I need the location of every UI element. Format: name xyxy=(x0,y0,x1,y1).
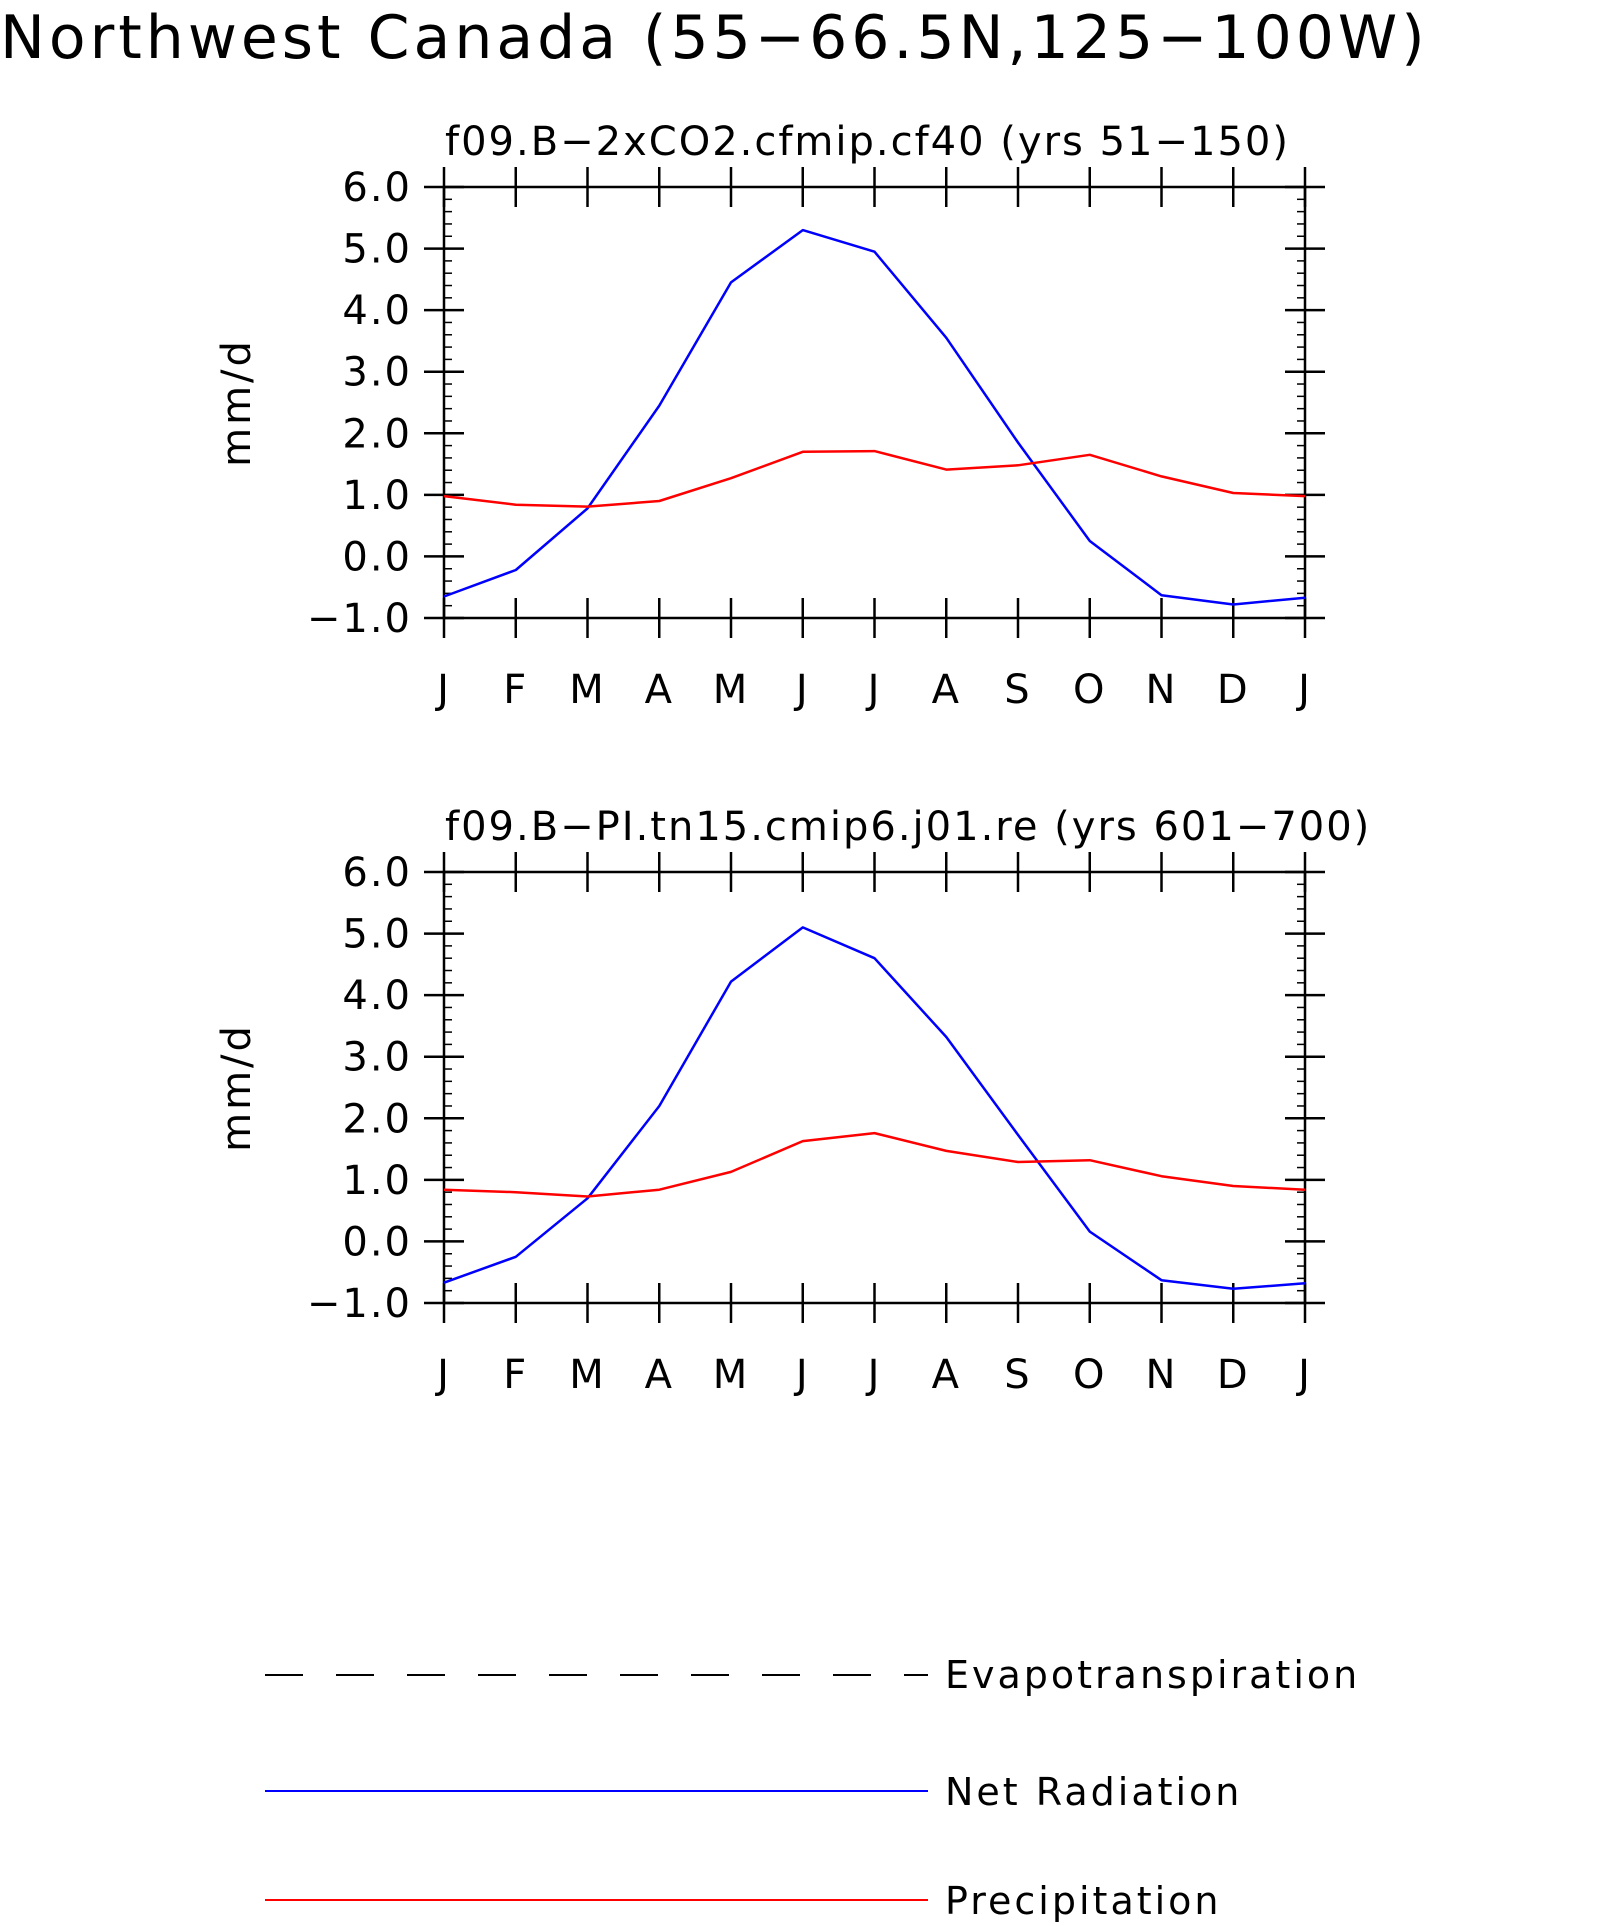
x-tick-label: M xyxy=(713,667,750,713)
panel-top: f09.B−2xCO2.cfmip.cf40 (yrs 51−150) −1.0… xyxy=(214,119,1325,713)
x-tick-label: S xyxy=(1004,1352,1031,1398)
x-tick-label: J xyxy=(865,1352,882,1398)
y-tick-label: 3.0 xyxy=(342,350,412,396)
y-tick-label: −1.0 xyxy=(307,596,412,642)
x-tick-label: J xyxy=(434,1352,451,1398)
panel-bottom: f09.B−PI.tn15.cmip6.j01.re (yrs 601−700)… xyxy=(214,804,1371,1398)
x-tick-label: M xyxy=(569,1352,606,1398)
y-tick-label: 1.0 xyxy=(342,1158,412,1204)
x-tick-label: D xyxy=(1217,1352,1250,1398)
series-line-precipitation xyxy=(443,1131,1306,1198)
x-tick-label: S xyxy=(1004,667,1031,713)
main-title: Northwest Canada (55−66.5N,125−100W) xyxy=(0,3,1429,73)
x-tick-label: J xyxy=(434,667,451,713)
y-tick-label: 2.0 xyxy=(342,1096,412,1142)
panel-title: f09.B−2xCO2.cfmip.cf40 (yrs 51−150) xyxy=(445,119,1290,165)
legend: Evapotranspiration Net Radiation Precipi… xyxy=(265,1653,1360,1923)
x-tick-label: A xyxy=(645,667,674,713)
x-tick-label: D xyxy=(1217,667,1250,713)
x-tick-label: O xyxy=(1073,667,1106,713)
y-tick-label: 3.0 xyxy=(342,1035,412,1081)
y-tick-label: 1.0 xyxy=(342,473,412,519)
y-tick-label: 0.0 xyxy=(342,1219,412,1265)
y-tick-label: 4.0 xyxy=(342,973,412,1019)
y-tick-label: 6.0 xyxy=(342,165,412,211)
y-tick-label: 4.0 xyxy=(342,288,412,334)
y-tick-label: 0.0 xyxy=(342,534,412,580)
series-line-precipitation xyxy=(443,449,1306,508)
x-tick-label: O xyxy=(1073,1352,1106,1398)
x-tick-label: F xyxy=(503,1352,528,1398)
y-axis-label: mm/d xyxy=(214,1023,260,1152)
panel-title: f09.B−PI.tn15.cmip6.j01.re (yrs 601−700) xyxy=(445,804,1371,850)
x-tick-label: F xyxy=(503,667,528,713)
y-tick-label: −1.0 xyxy=(307,1281,412,1327)
x-tick-label: J xyxy=(865,667,882,713)
series-line-net-radiation xyxy=(443,926,1306,1291)
x-tick-label: J xyxy=(793,667,810,713)
legend-label-net-radiation: Net Radiation xyxy=(945,1770,1242,1814)
x-tick-label: N xyxy=(1146,1352,1178,1398)
x-tick-label: J xyxy=(793,1352,810,1398)
x-tick-label: J xyxy=(1295,1352,1312,1398)
x-tick-label: M xyxy=(713,1352,750,1398)
x-tick-label: J xyxy=(1295,667,1312,713)
y-tick-label: 2.0 xyxy=(342,411,412,457)
y-tick-label: 6.0 xyxy=(342,850,412,896)
x-tick-label: A xyxy=(932,1352,961,1398)
x-tick-label: M xyxy=(569,667,606,713)
plot-frame xyxy=(442,870,1307,1305)
y-tick-label: 5.0 xyxy=(342,912,412,958)
x-tick-label: A xyxy=(932,667,961,713)
legend-label-precipitation: Precipitation xyxy=(945,1879,1222,1923)
y-axis-label: mm/d xyxy=(214,338,260,467)
series-line-net-radiation xyxy=(443,228,1306,606)
x-tick-label: A xyxy=(645,1352,674,1398)
x-tick-label: N xyxy=(1146,667,1178,713)
legend-label-evapotranspiration: Evapotranspiration xyxy=(945,1653,1360,1697)
y-tick-label: 5.0 xyxy=(342,227,412,273)
